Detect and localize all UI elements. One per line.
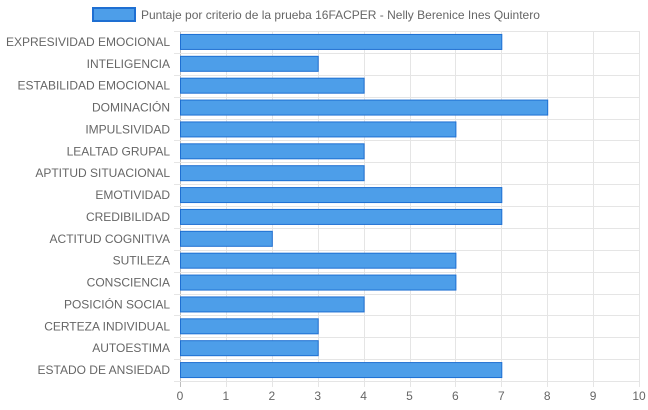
bars [180, 33, 549, 379]
bar[interactable] [180, 318, 319, 335]
bar[interactable] [180, 362, 503, 379]
bar[interactable] [180, 77, 365, 94]
x-tick-label: 2 [268, 389, 275, 403]
category-label: CONSCIENCIA [87, 276, 170, 290]
bar[interactable] [180, 165, 365, 182]
category-label: EXPRESIVIDAD EMOCIONAL [6, 35, 170, 49]
category-label: SUTILEZA [113, 254, 170, 268]
category-label: POSICIÓN SOCIAL [64, 296, 170, 311]
legend-swatch [92, 7, 136, 22]
bar[interactable] [180, 121, 457, 138]
x-tick-label: 3 [314, 389, 321, 403]
bar[interactable] [180, 208, 503, 225]
legend-label: Puntaje por criterio de la prueba 16FACP… [141, 8, 540, 22]
x-tick-label: 6 [452, 389, 459, 403]
x-tick-label: 10 [632, 389, 646, 403]
category-labels: EXPRESIVIDAD EMOCIONAL INTELIGENCIA ESTABI… [6, 35, 170, 377]
bar[interactable] [180, 187, 503, 204]
bar[interactable] [180, 99, 549, 116]
bar[interactable] [180, 230, 273, 247]
legend[interactable]: Puntaje por criterio de la prueba 16FACP… [92, 7, 540, 22]
x-axis-ticks: 0 1 2 3 4 5 6 7 8 9 10 [177, 389, 646, 403]
x-tick-label: 0 [177, 389, 184, 403]
category-label: EMOTIVIDAD [95, 188, 170, 202]
x-tick-label: 8 [544, 389, 551, 403]
category-label: ACTITUD COGNITIVA [50, 232, 170, 246]
category-label: CERTEZA INDIVIDUAL [44, 319, 170, 333]
x-tick-label: 1 [223, 389, 230, 403]
bar[interactable] [180, 143, 365, 160]
bar[interactable] [180, 252, 457, 269]
category-label: LEALTAD GRUPAL [67, 144, 171, 158]
x-tick-label: 4 [360, 389, 367, 403]
bar[interactable] [180, 274, 457, 291]
bar[interactable] [180, 55, 319, 72]
bar[interactable] [180, 340, 319, 357]
category-label: APTITUD SITUACIONAL [35, 166, 170, 180]
bar[interactable] [180, 296, 365, 313]
x-tick-label: 9 [590, 389, 597, 403]
grid [174, 31, 640, 387]
category-label: IMPULSIVIDAD [85, 122, 170, 136]
category-label: CREDIBILIDAD [86, 210, 170, 224]
x-tick-label: 7 [498, 389, 505, 403]
category-label: ESTADO DE ANSIEDAD [38, 363, 171, 377]
x-tick-label: 5 [406, 389, 413, 403]
category-label: ESTABILIDAD EMOCIONAL [18, 79, 171, 93]
category-label: DOMINACIÓN [92, 100, 170, 115]
category-label: AUTOESTIMA [92, 341, 170, 355]
category-label: INTELIGENCIA [87, 57, 170, 71]
bar[interactable] [180, 33, 503, 50]
